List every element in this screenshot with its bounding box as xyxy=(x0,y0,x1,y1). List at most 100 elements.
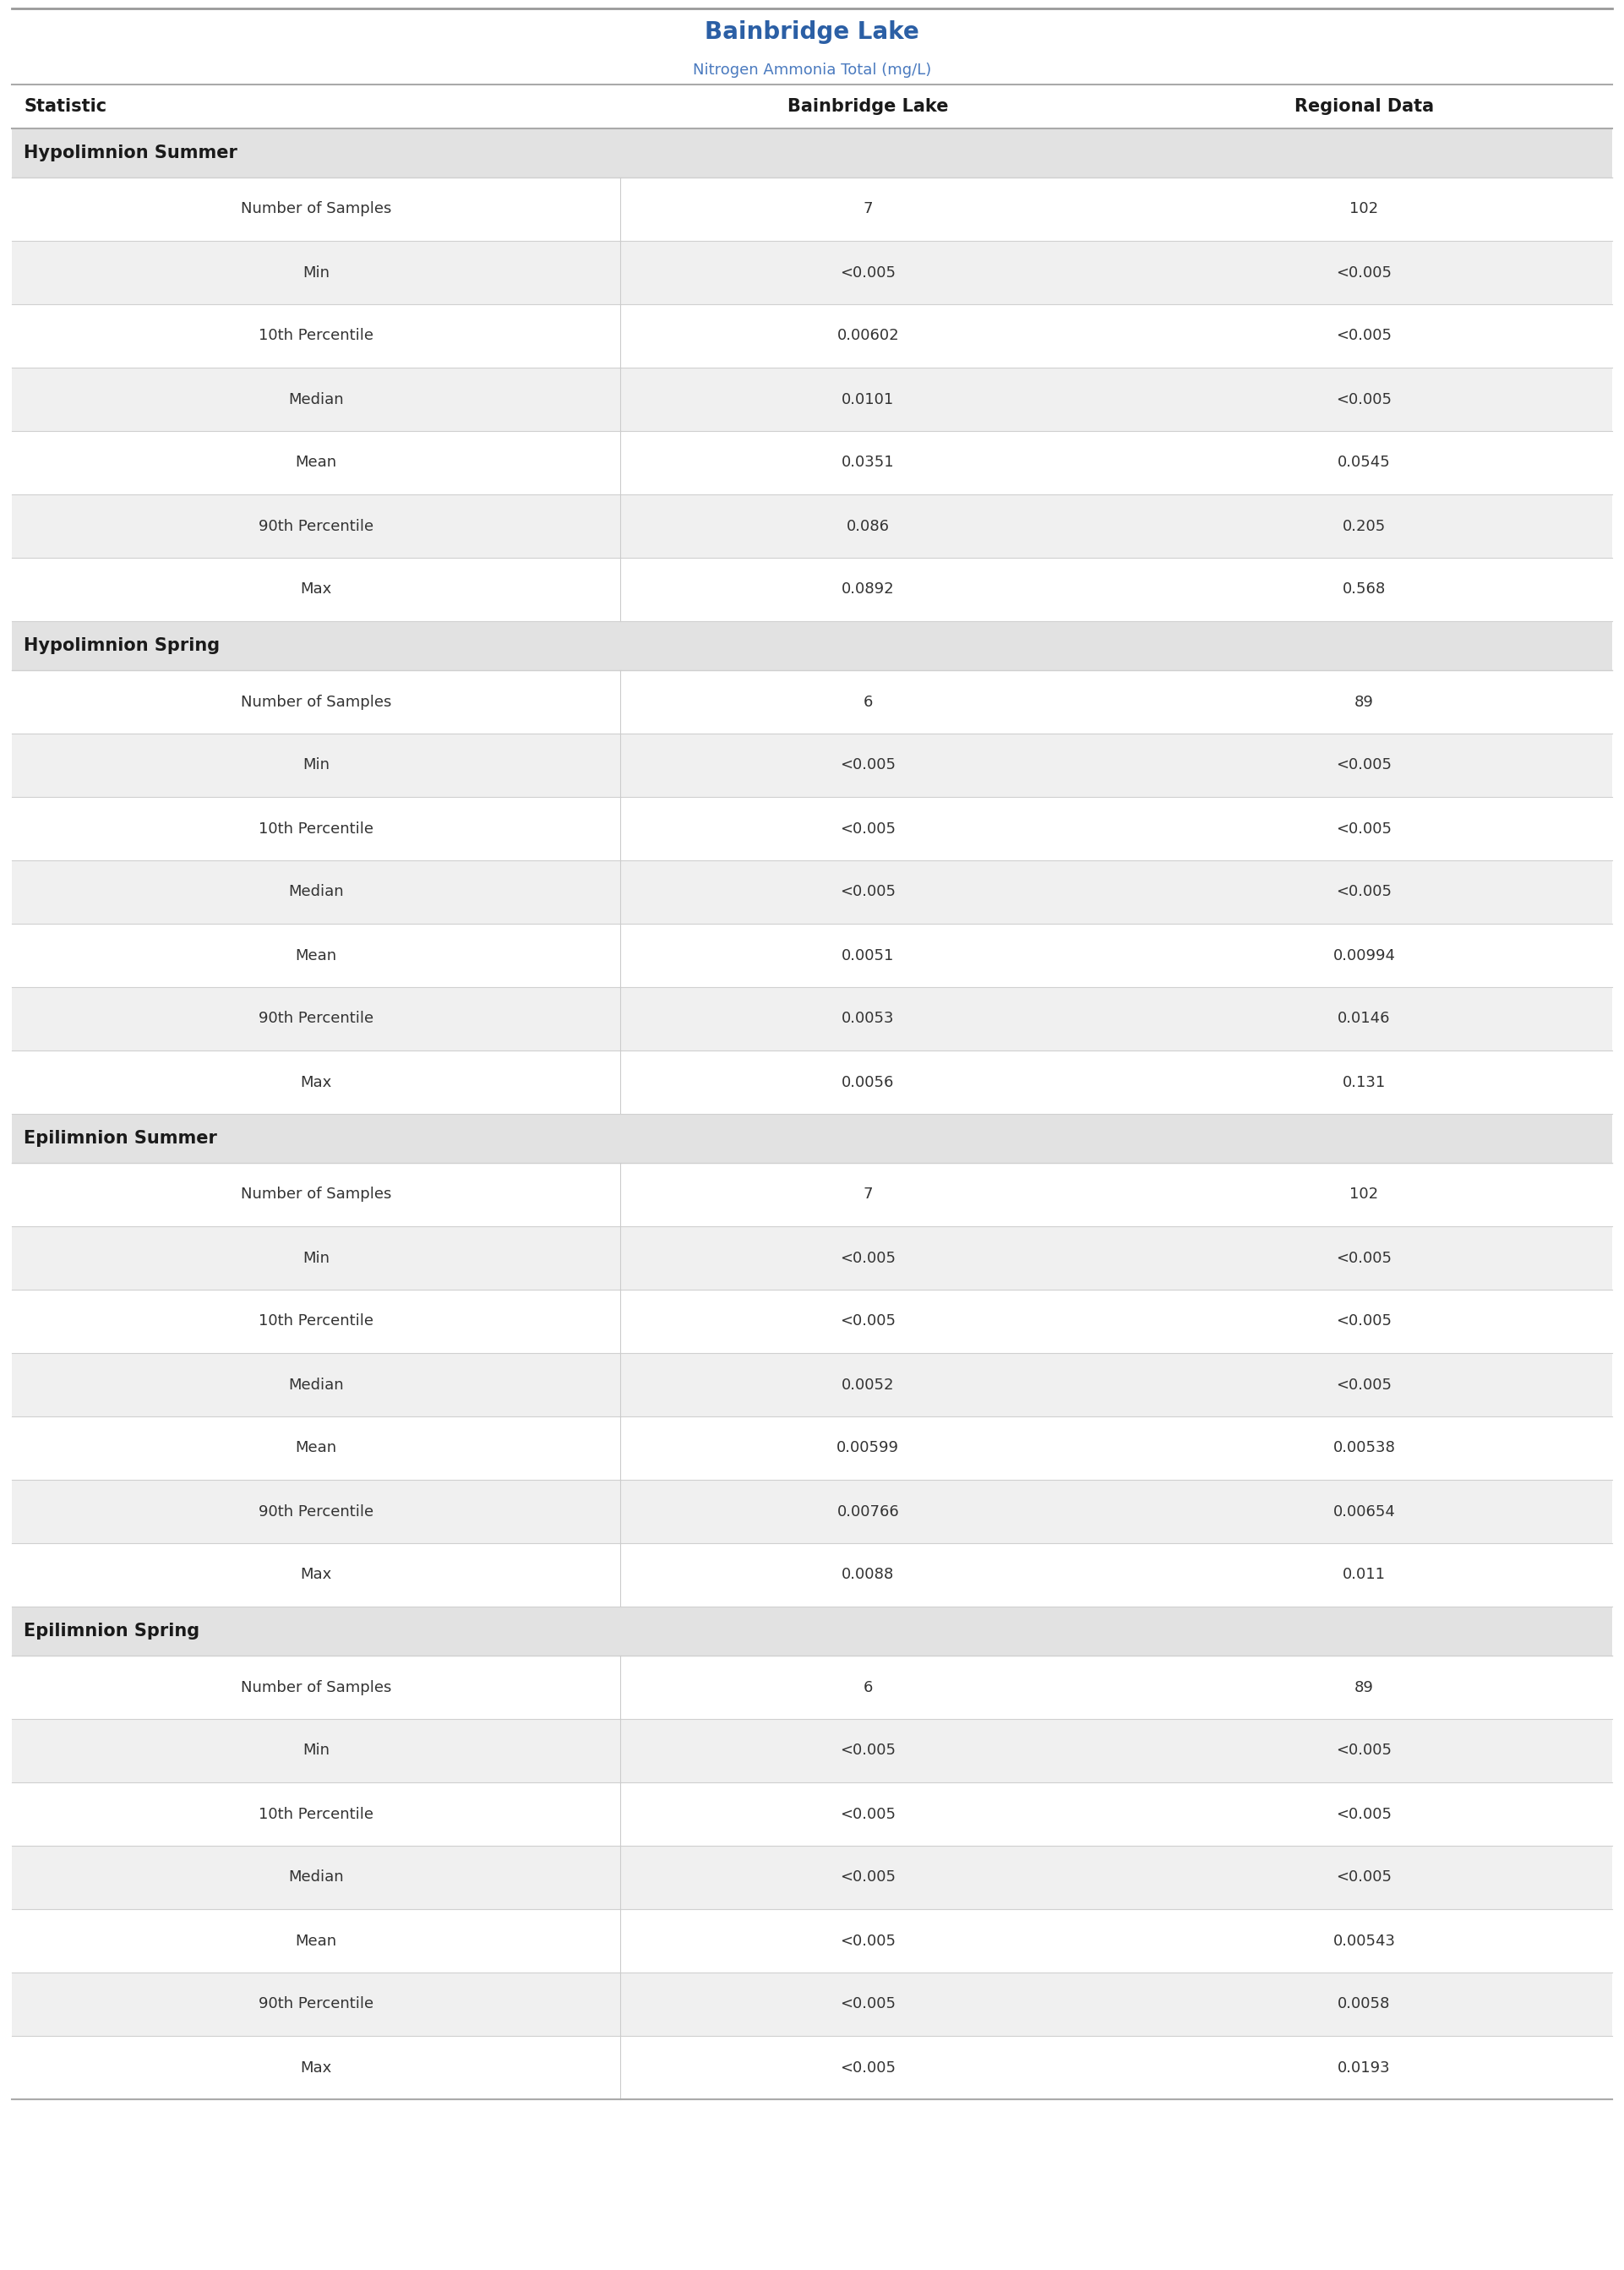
Text: Bainbridge Lake: Bainbridge Lake xyxy=(788,98,948,116)
Bar xyxy=(11,1909,1613,1973)
Text: <0.005: <0.005 xyxy=(1337,1870,1392,1884)
Text: 10th Percentile: 10th Percentile xyxy=(258,822,374,835)
Bar xyxy=(11,241,1613,304)
Text: 0.0892: 0.0892 xyxy=(841,581,895,597)
Text: <0.005: <0.005 xyxy=(1337,266,1392,279)
Text: Statistic: Statistic xyxy=(24,98,107,116)
Bar xyxy=(11,1226,1613,1289)
Text: <0.005: <0.005 xyxy=(840,885,896,899)
Text: 102: 102 xyxy=(1350,1187,1379,1203)
Text: <0.005: <0.005 xyxy=(840,2059,896,2075)
Bar xyxy=(11,1480,1613,1544)
Text: 10th Percentile: 10th Percentile xyxy=(258,329,374,343)
Text: Number of Samples: Number of Samples xyxy=(240,1680,391,1696)
Text: 0.00766: 0.00766 xyxy=(836,1505,900,1519)
Bar xyxy=(11,670,1613,733)
Bar xyxy=(11,1782,1613,1846)
Text: 10th Percentile: 10th Percentile xyxy=(258,1314,374,1328)
Bar xyxy=(11,9,1613,84)
Text: 0.086: 0.086 xyxy=(846,518,890,533)
Bar xyxy=(11,1051,1613,1115)
Text: <0.005: <0.005 xyxy=(1337,1251,1392,1267)
Bar xyxy=(11,1607,1613,1655)
Text: 0.0545: 0.0545 xyxy=(1338,454,1390,470)
Text: Max: Max xyxy=(300,2059,331,2075)
Text: <0.005: <0.005 xyxy=(1337,1743,1392,1759)
Text: Number of Samples: Number of Samples xyxy=(240,695,391,711)
Text: Min: Min xyxy=(302,266,330,279)
Text: 0.0058: 0.0058 xyxy=(1338,1998,1390,2011)
Bar xyxy=(11,304,1613,368)
Text: 0.0146: 0.0146 xyxy=(1338,1010,1390,1026)
Bar xyxy=(11,368,1613,431)
Bar xyxy=(11,1846,1613,1909)
Text: Mean: Mean xyxy=(296,1441,336,1455)
Bar xyxy=(11,84,1613,129)
Text: Epilimnion Spring: Epilimnion Spring xyxy=(24,1623,200,1639)
Bar xyxy=(11,1655,1613,1718)
Text: 0.00654: 0.00654 xyxy=(1333,1505,1395,1519)
Text: 7: 7 xyxy=(862,202,872,216)
Bar xyxy=(11,1544,1613,1607)
Text: <0.005: <0.005 xyxy=(840,1807,896,1821)
Text: 102: 102 xyxy=(1350,202,1379,216)
Text: 0.0101: 0.0101 xyxy=(841,393,895,406)
Bar xyxy=(11,1416,1613,1480)
Text: <0.005: <0.005 xyxy=(1337,822,1392,835)
Text: 0.0051: 0.0051 xyxy=(841,949,895,962)
Bar xyxy=(11,177,1613,241)
Text: Min: Min xyxy=(302,1251,330,1267)
Bar xyxy=(11,558,1613,622)
Bar xyxy=(11,622,1613,670)
Text: 0.0193: 0.0193 xyxy=(1338,2059,1390,2075)
Text: <0.005: <0.005 xyxy=(1337,393,1392,406)
Text: <0.005: <0.005 xyxy=(840,266,896,279)
Text: <0.005: <0.005 xyxy=(840,1743,896,1759)
Text: 0.00994: 0.00994 xyxy=(1333,949,1395,962)
Text: 90th Percentile: 90th Percentile xyxy=(258,518,374,533)
Bar xyxy=(11,1973,1613,2036)
Text: <0.005: <0.005 xyxy=(840,822,896,835)
Bar xyxy=(11,987,1613,1051)
Text: <0.005: <0.005 xyxy=(1337,329,1392,343)
Text: 0.0351: 0.0351 xyxy=(841,454,895,470)
Text: Max: Max xyxy=(300,1566,331,1582)
Text: Bainbridge Lake: Bainbridge Lake xyxy=(705,20,919,43)
Text: 0.0052: 0.0052 xyxy=(841,1378,895,1392)
Text: 0.131: 0.131 xyxy=(1343,1074,1385,1090)
Text: 7: 7 xyxy=(862,1187,872,1203)
Text: 90th Percentile: 90th Percentile xyxy=(258,1010,374,1026)
Text: <0.005: <0.005 xyxy=(840,1870,896,1884)
Text: Min: Min xyxy=(302,1743,330,1759)
Bar xyxy=(11,2036,1613,2100)
Text: 0.00599: 0.00599 xyxy=(836,1441,900,1455)
Bar xyxy=(11,1289,1613,1353)
Text: 89: 89 xyxy=(1354,1680,1374,1696)
Text: <0.005: <0.005 xyxy=(1337,758,1392,772)
Text: Median: Median xyxy=(287,1870,344,1884)
Bar xyxy=(11,129,1613,177)
Bar xyxy=(11,1115,1613,1162)
Text: Median: Median xyxy=(287,393,344,406)
Text: Hypolimnion Spring: Hypolimnion Spring xyxy=(24,638,219,654)
Text: Epilimnion Summer: Epilimnion Summer xyxy=(24,1130,218,1146)
Text: Mean: Mean xyxy=(296,949,336,962)
Text: <0.005: <0.005 xyxy=(1337,1314,1392,1328)
Text: Min: Min xyxy=(302,758,330,772)
Text: 0.0053: 0.0053 xyxy=(841,1010,895,1026)
Text: Median: Median xyxy=(287,1378,344,1392)
Text: <0.005: <0.005 xyxy=(840,758,896,772)
Text: 0.568: 0.568 xyxy=(1343,581,1385,597)
Text: 6: 6 xyxy=(864,695,872,711)
Text: Median: Median xyxy=(287,885,344,899)
Text: 89: 89 xyxy=(1354,695,1374,711)
Bar xyxy=(11,495,1613,558)
Text: Max: Max xyxy=(300,581,331,597)
Bar xyxy=(11,924,1613,987)
Text: 0.0088: 0.0088 xyxy=(841,1566,895,1582)
Text: Number of Samples: Number of Samples xyxy=(240,1187,391,1203)
Text: Mean: Mean xyxy=(296,1934,336,1948)
Text: 6: 6 xyxy=(864,1680,872,1696)
Text: 0.0056: 0.0056 xyxy=(841,1074,895,1090)
Text: Max: Max xyxy=(300,1074,331,1090)
